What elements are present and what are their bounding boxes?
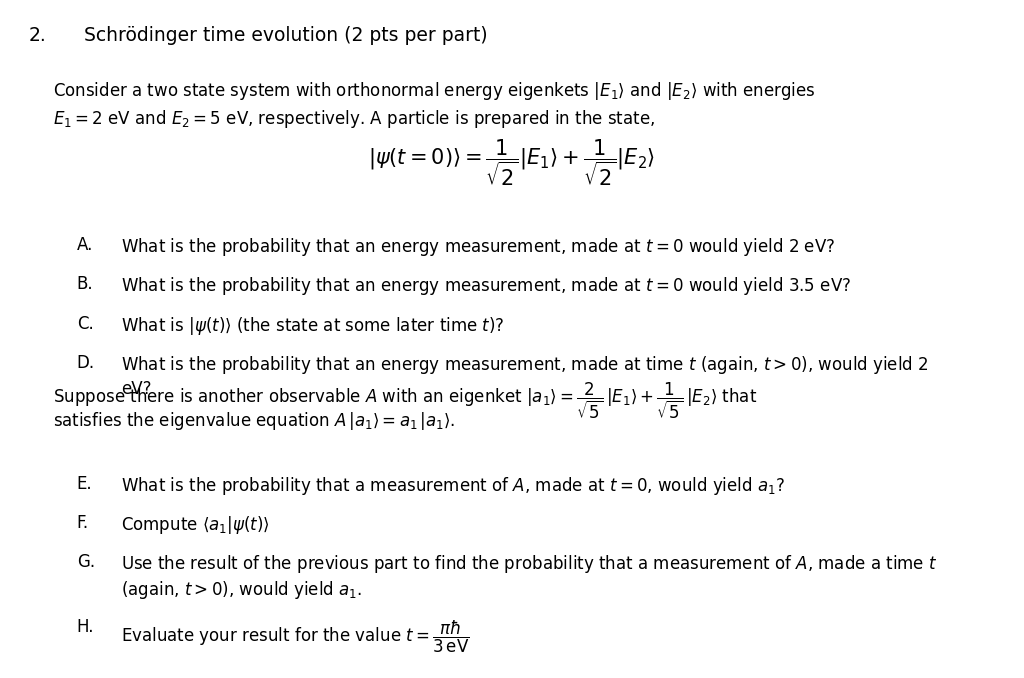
Text: Evaluate your result for the value $t = \dfrac{\pi\hbar}{3\,\text{eV}}$: Evaluate your result for the value $t = …: [121, 618, 469, 654]
Text: Suppose there is another observable $A$ with an eigenket $|a_1\rangle = \dfrac{2: Suppose there is another observable $A$ …: [53, 381, 758, 421]
Text: Consider a two state system with orthonormal energy eigenkets $|E_1\rangle$ and : Consider a two state system with orthono…: [53, 80, 816, 102]
Text: G.: G.: [77, 553, 95, 572]
Text: $|\psi(t=0)\rangle = \dfrac{1}{\sqrt{2}}|E_1\rangle + \dfrac{1}{\sqrt{2}}|E_2\ra: $|\psi(t=0)\rangle = \dfrac{1}{\sqrt{2}}…: [369, 137, 655, 188]
Text: $E_1 = 2$ eV and $E_2 = 5$ eV, respectively. A particle is prepared in the state: $E_1 = 2$ eV and $E_2 = 5$ eV, respectiv…: [53, 108, 655, 130]
Text: satisfies the eigenvalue equation $A\,|a_1\rangle = a_1\,|a_1\rangle$.: satisfies the eigenvalue equation $A\,|a…: [53, 410, 456, 432]
Text: H.: H.: [77, 618, 94, 637]
Text: B.: B.: [77, 275, 93, 294]
Text: Use the result of the previous part to find the probability that a measurement o: Use the result of the previous part to f…: [121, 553, 937, 575]
Text: C.: C.: [77, 315, 93, 333]
Text: F.: F.: [77, 514, 89, 532]
Text: What is the probability that an energy measurement, made at $t = 0$ would yield : What is the probability that an energy m…: [121, 275, 851, 297]
Text: What is the probability that an energy measurement, made at $t = 0$ would yield : What is the probability that an energy m…: [121, 236, 835, 258]
Text: What is $|\psi(t)\rangle$ (the state at some later time $t$)?: What is $|\psi(t)\rangle$ (the state at …: [121, 315, 505, 336]
Text: 2.: 2.: [29, 26, 46, 45]
Text: eV?: eV?: [121, 380, 152, 398]
Text: What is the probability that a measurement of $A$, made at $t = 0$, would yield : What is the probability that a measureme…: [121, 475, 785, 496]
Text: D.: D.: [77, 354, 95, 372]
Text: Compute $\langle a_1|\psi(t)\rangle$: Compute $\langle a_1|\psi(t)\rangle$: [121, 514, 269, 536]
Text: A.: A.: [77, 236, 93, 254]
Text: Schrödinger time evolution (2 pts per part): Schrödinger time evolution (2 pts per pa…: [84, 26, 487, 45]
Text: E.: E.: [77, 475, 92, 493]
Text: (again, $t > 0$), would yield $a_1$.: (again, $t > 0$), would yield $a_1$.: [121, 579, 362, 601]
Text: What is the probability that an energy measurement, made at time $t$ (again, $t : What is the probability that an energy m…: [121, 354, 929, 376]
